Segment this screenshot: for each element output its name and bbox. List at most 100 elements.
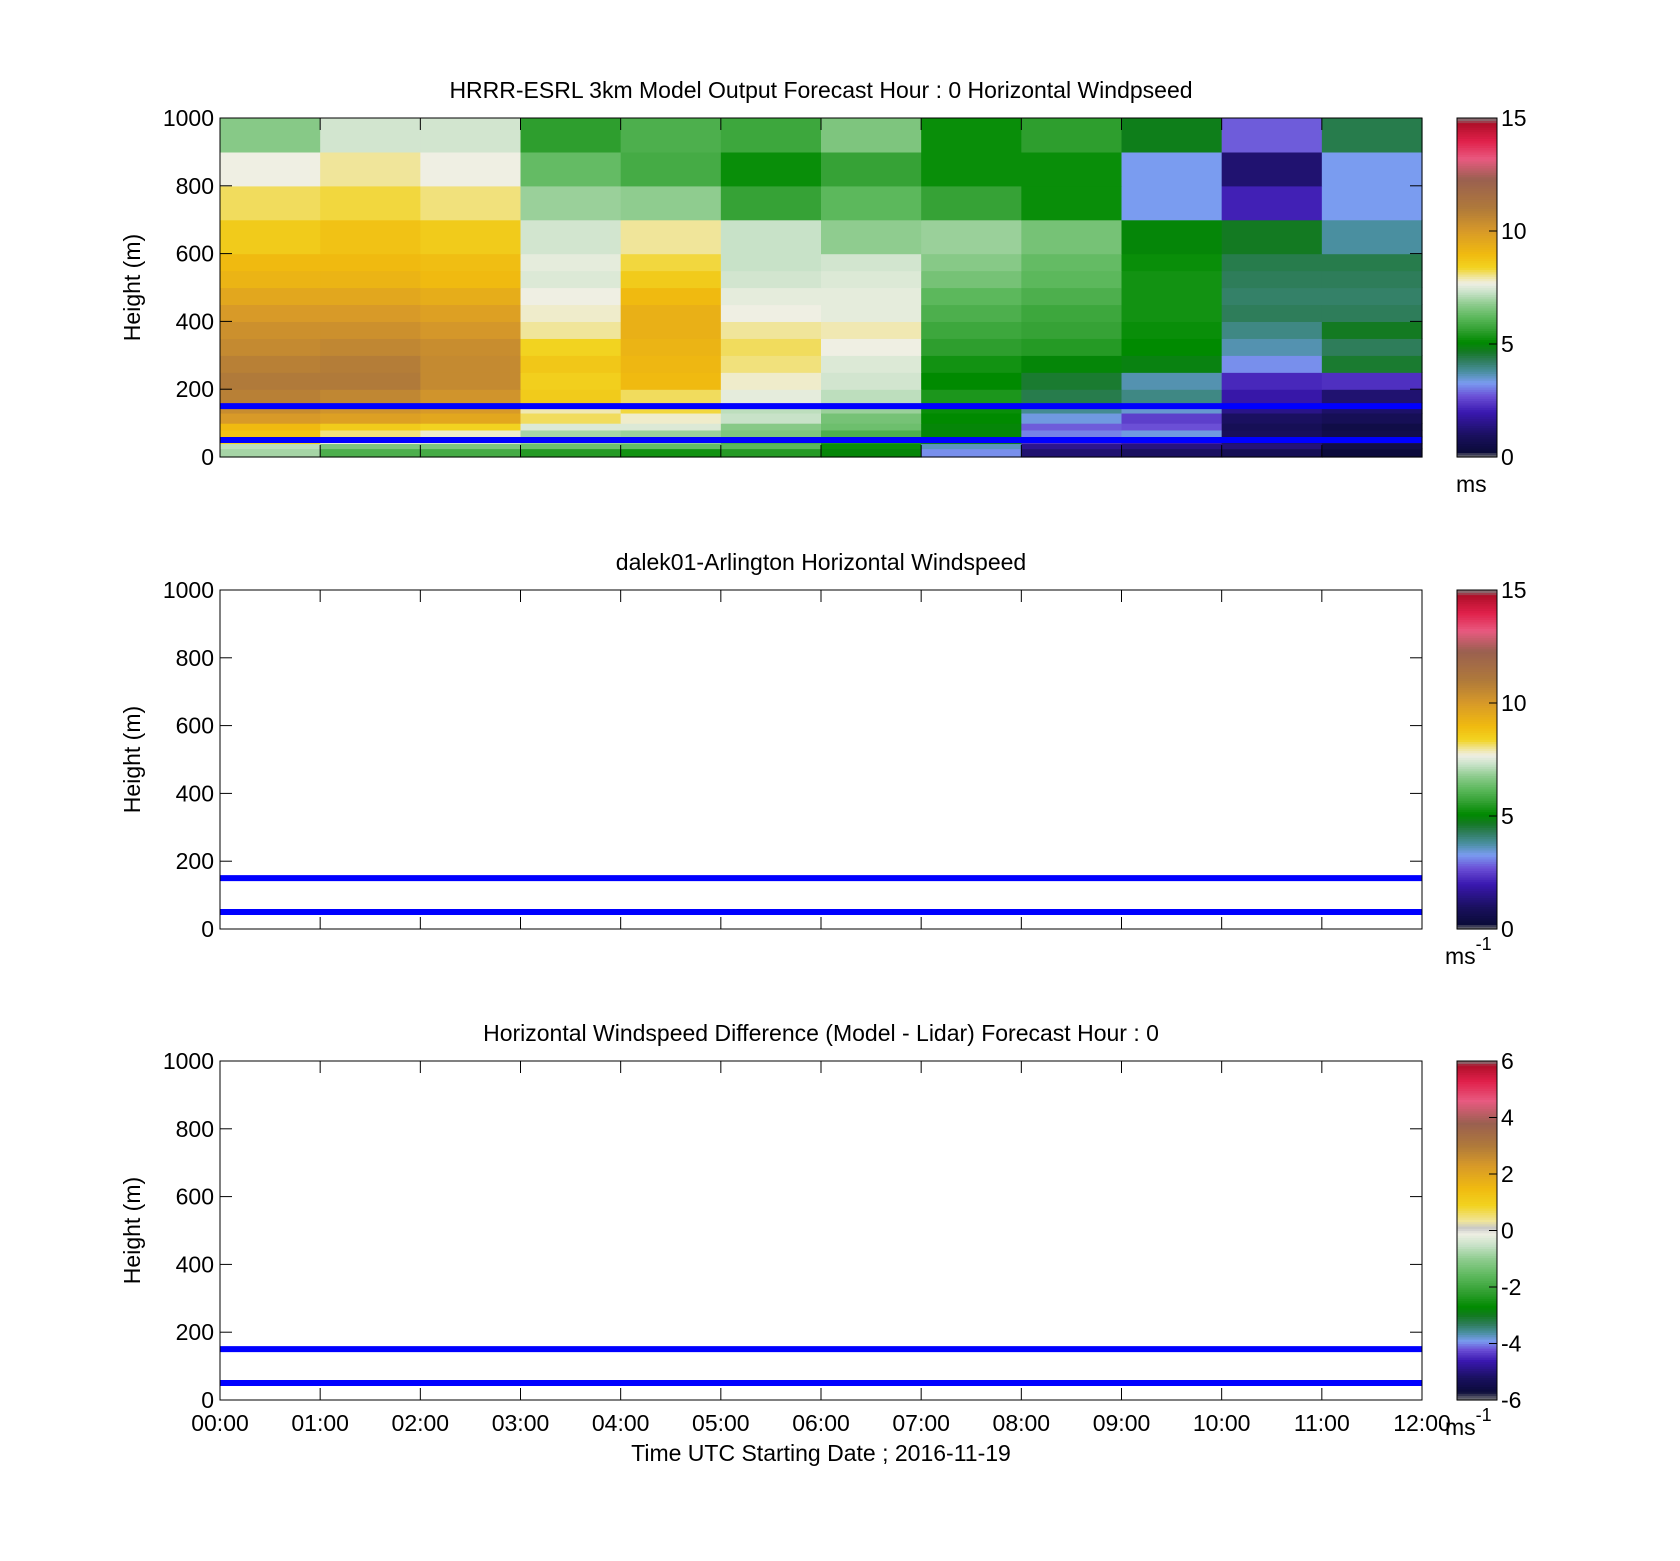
colorbar-segment	[1457, 671, 1497, 675]
heatmap-cell	[520, 372, 622, 390]
colorbar-unit-label: ms-1	[1445, 934, 1492, 969]
colorbar-segment	[1457, 366, 1497, 370]
colorbar-segment	[1457, 703, 1497, 706]
colorbar-segment	[1457, 901, 1497, 905]
colorbar-segment	[1457, 450, 1497, 454]
heatmap-cell	[220, 389, 321, 404]
colorbar-segment	[1457, 1178, 1497, 1182]
colorbar-segment	[1457, 1241, 1497, 1245]
colorbar-segment	[1457, 1282, 1497, 1286]
colorbar-segment	[1457, 849, 1497, 853]
colorbar-segment	[1457, 682, 1497, 686]
heatmap-cell	[720, 118, 822, 153]
colorbar-segment	[1457, 834, 1497, 837]
heatmap-cell	[1321, 389, 1423, 404]
heatmap-cell	[220, 151, 321, 187]
heatmap-cell	[921, 429, 1022, 438]
colorbar-segment	[1457, 1329, 1497, 1333]
colorbar-segment	[1457, 136, 1497, 139]
heatmap-cell	[821, 448, 922, 458]
colorbar-segment	[1457, 924, 1497, 928]
colorbar-segment	[1457, 411, 1497, 415]
heatmap-cell	[1321, 423, 1423, 431]
heatmap-cell	[720, 355, 822, 373]
heatmap-cell	[320, 412, 421, 424]
colorbar-segment	[1457, 804, 1497, 808]
colorbar-segment	[1457, 764, 1497, 767]
colorbar-segment	[1457, 623, 1497, 627]
heatmap-cell	[1021, 412, 1123, 424]
colorbar-segment	[1457, 407, 1497, 411]
colorbar-segment	[1457, 325, 1497, 329]
y-tick-label: 200	[176, 376, 214, 402]
colorbar-segment	[1457, 253, 1497, 257]
colorbar-segment	[1457, 1183, 1497, 1186]
colorbar-segment	[1457, 709, 1497, 713]
colorbar-segment	[1457, 831, 1497, 835]
colorbar-segment	[1457, 260, 1497, 264]
heatmap-cell	[1121, 372, 1223, 390]
colorbar-segment	[1457, 784, 1497, 788]
heatmap-cell	[520, 185, 622, 221]
colorbar-segment	[1457, 1314, 1497, 1317]
x-tick-label: 03:00	[492, 1410, 550, 1436]
colorbar-segment	[1457, 393, 1497, 397]
colorbar-segment	[1457, 1212, 1497, 1216]
heatmap-cell	[1021, 270, 1123, 289]
colorbar-segment	[1457, 1079, 1497, 1082]
colorbar-segment	[1457, 269, 1497, 273]
heatmap-cell	[821, 372, 922, 390]
colorbar-segment	[1457, 1345, 1497, 1349]
heatmap-cell	[1321, 270, 1423, 289]
colorbar-segment	[1457, 644, 1497, 648]
colorbar-segment	[1457, 1334, 1497, 1338]
heatmap-cell	[921, 321, 1022, 339]
colorbar-segment	[1457, 908, 1497, 912]
heatmap-cell	[520, 423, 622, 431]
colorbar-segment	[1457, 1216, 1497, 1220]
colorbar-segment	[1457, 635, 1497, 639]
heatmap-cell	[420, 270, 522, 289]
colorbar-segment	[1457, 757, 1497, 761]
colorbar-segment	[1457, 840, 1497, 844]
colorbar-segment	[1457, 199, 1497, 203]
colorbar-segment	[1457, 1341, 1497, 1345]
colorbar-segment	[1457, 147, 1497, 151]
colorbar-segment	[1457, 418, 1497, 422]
colorbar-segment	[1457, 730, 1497, 733]
colorbar-segment	[1457, 1203, 1497, 1207]
colorbar-segment	[1457, 1092, 1497, 1096]
colorbar-segment	[1457, 1174, 1497, 1177]
heatmap-cell	[320, 355, 421, 373]
colorbar-segment	[1457, 1262, 1497, 1265]
colorbar-segment	[1457, 215, 1497, 219]
colorbar-segment	[1457, 1230, 1497, 1234]
colorbar-segment	[1457, 653, 1497, 657]
colorbar-segment	[1457, 836, 1497, 840]
heatmap-cell	[620, 443, 722, 450]
colorbar-segment	[1457, 1280, 1497, 1284]
colorbar-segment	[1457, 1149, 1497, 1152]
y-axis-label: Height (m)	[119, 706, 145, 813]
colorbar-segment	[1457, 1390, 1497, 1394]
colorbar-segment	[1457, 1318, 1497, 1322]
colorbar-unit-superscript: -1	[1476, 934, 1492, 954]
heatmap-cell	[320, 118, 421, 153]
colorbar-segment	[1457, 373, 1497, 377]
colorbar-segment	[1457, 1180, 1497, 1184]
heatmap-cell	[720, 448, 822, 458]
heatmap-cell	[720, 389, 822, 404]
colorbar-segment	[1457, 1395, 1497, 1399]
colorbar-segment	[1457, 1117, 1497, 1121]
colorbar-segment	[1457, 416, 1497, 420]
heatmap-cell	[620, 321, 722, 339]
colorbar-segment	[1457, 237, 1497, 241]
colorbar-segment	[1457, 734, 1497, 738]
heatmap-cell	[520, 118, 622, 153]
heatmap-cell	[420, 304, 522, 322]
colorbar-segment	[1457, 1146, 1497, 1150]
heatmap-cell	[921, 253, 1022, 272]
colorbar-segment	[1457, 316, 1497, 320]
heatmap-cell	[1321, 304, 1423, 322]
colorbar-segment	[1457, 1083, 1497, 1087]
